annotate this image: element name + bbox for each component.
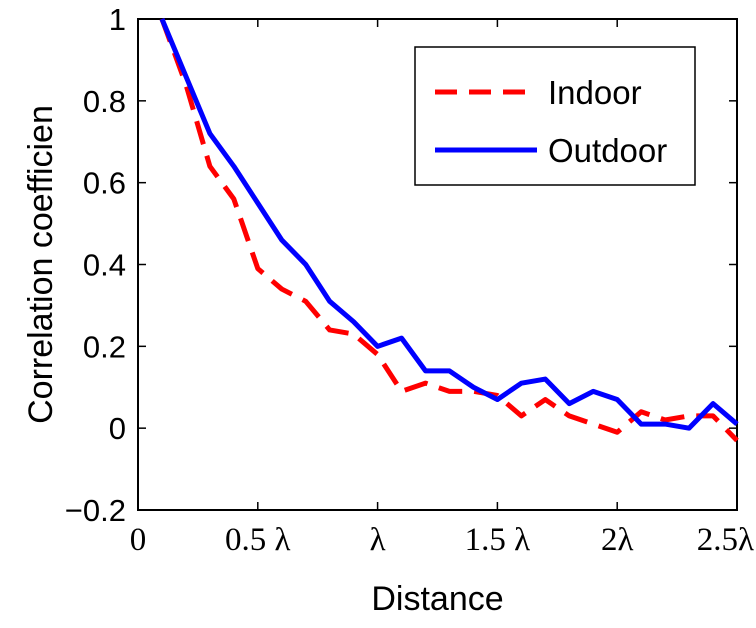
series-layer (159, 18, 739, 443)
y-axis-label: Correlation coefficien (22, 105, 60, 424)
x-tick-label: λ (370, 522, 386, 558)
axis-ticks (137, 18, 738, 511)
legend-box (414, 46, 696, 186)
x-axis-label: Distance (371, 580, 503, 618)
x-tick-label: 2.5λ (697, 522, 754, 558)
y-tick-label: 0 (109, 411, 126, 446)
plot-area (137, 18, 739, 511)
x-tick-label: 1.5 λ (465, 522, 531, 558)
y-tick-label: 1 (109, 2, 126, 37)
legend: Indoor Outdoor (414, 46, 696, 186)
legend-label-indoor: Indoor (548, 74, 642, 111)
tick-labels: −0.200.20.40.60.810 0.5 λ λ 1.5 λ 2λ 2.5λ (65, 2, 754, 558)
y-tick-label: 0.2 (83, 329, 126, 364)
y-tick-label: 0.6 (83, 166, 126, 201)
legend-label-outdoor: Outdoor (548, 132, 667, 169)
series-line-outdoor (159, 18, 739, 431)
y-tick-label: 0.8 (83, 84, 126, 119)
y-tick-label: 0.4 (83, 248, 126, 283)
x-tick-label: 0 (130, 522, 147, 558)
x-tick-label: 0.5 λ (225, 522, 291, 558)
y-tick-label: −0.2 (65, 493, 126, 528)
x-tick-label: 2λ (601, 522, 634, 558)
series-line-indoor (159, 18, 739, 443)
